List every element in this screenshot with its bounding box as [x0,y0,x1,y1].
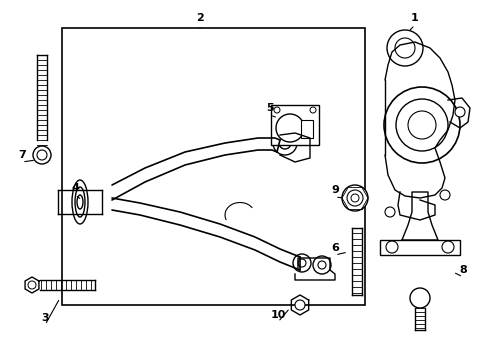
Text: 10: 10 [270,310,285,320]
Circle shape [383,87,459,163]
Bar [270,105,318,145]
Ellipse shape [77,195,83,209]
Text: 8: 8 [458,265,466,275]
Circle shape [37,150,47,160]
Text: 3: 3 [41,313,49,323]
Circle shape [309,107,315,113]
Circle shape [441,241,453,253]
Text: 7: 7 [18,150,26,160]
Circle shape [386,30,422,66]
Bar [301,120,312,138]
Bar [379,240,459,255]
Circle shape [273,107,280,113]
Circle shape [385,241,397,253]
Circle shape [350,194,358,202]
Circle shape [312,256,330,274]
Ellipse shape [75,187,85,217]
Circle shape [409,288,429,308]
Circle shape [297,259,305,267]
Circle shape [384,207,394,217]
Text: 6: 6 [330,243,338,253]
Circle shape [454,107,464,117]
Bar [62,28,364,305]
Text: 1: 1 [410,13,418,23]
Text: 5: 5 [265,103,273,113]
Circle shape [317,261,325,269]
Circle shape [28,281,36,289]
Circle shape [279,137,290,149]
Circle shape [407,111,435,139]
Circle shape [272,131,296,155]
Circle shape [275,114,304,142]
Circle shape [439,190,449,200]
Text: 4: 4 [71,183,79,193]
Circle shape [395,99,447,151]
Text: 2: 2 [196,13,203,23]
Circle shape [33,146,51,164]
Circle shape [394,38,414,58]
Ellipse shape [72,180,88,224]
Text: 9: 9 [330,185,338,195]
Circle shape [294,300,305,310]
Circle shape [292,254,310,272]
Circle shape [346,190,362,206]
Circle shape [341,185,367,211]
